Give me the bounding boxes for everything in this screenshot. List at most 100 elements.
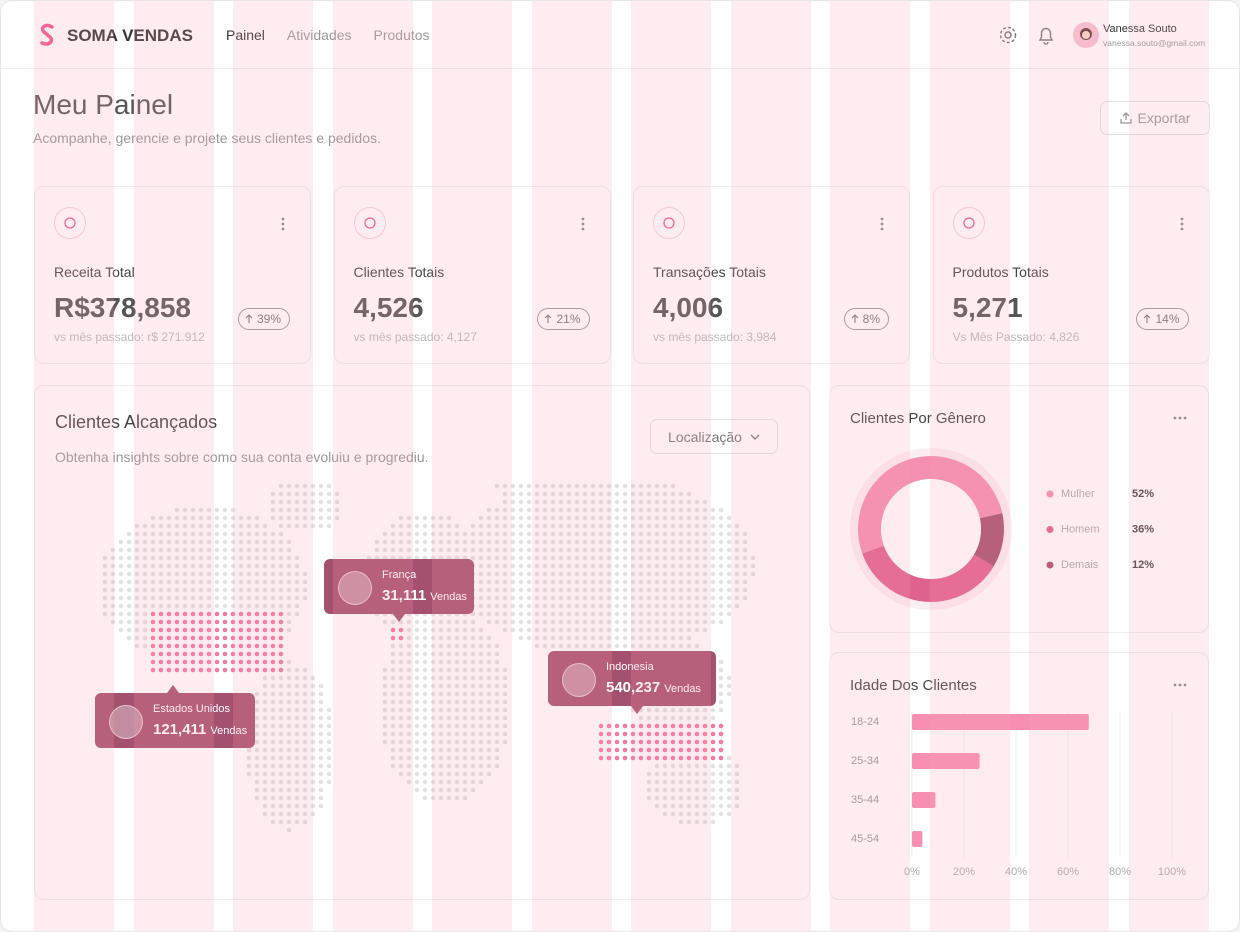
- map-dot: [222, 659, 228, 665]
- map-dot: [198, 571, 204, 577]
- change-pill: 39%: [237, 308, 290, 330]
- map-dot: [286, 667, 292, 673]
- map-dot: [558, 483, 564, 489]
- map-dot: [574, 635, 580, 641]
- settings-icon[interactable]: [998, 25, 1018, 45]
- map-dot: [318, 739, 324, 745]
- map-dot: [422, 667, 428, 673]
- map-dot: [702, 555, 708, 561]
- map-dot: [686, 819, 692, 825]
- menu-dot: [1180, 222, 1183, 226]
- map-dot: [414, 659, 420, 665]
- map-dot: [454, 723, 460, 729]
- icon-bg: [653, 207, 685, 239]
- map-dot: [694, 547, 700, 553]
- map-dot: [230, 651, 236, 657]
- map-dot: [262, 683, 268, 689]
- nav-link[interactable]: Painel: [226, 27, 265, 43]
- map-dot: [590, 483, 596, 489]
- map-dot: [494, 547, 500, 553]
- map-dot: [254, 539, 260, 545]
- nav-link[interactable]: Atividades: [286, 27, 352, 43]
- map-dot: [670, 731, 676, 737]
- map-dot: [158, 579, 164, 585]
- map-dot: [590, 523, 596, 529]
- map-marker[interactable]: Estados Unidos 121,411 Vendas: [95, 685, 255, 748]
- map-dot: [694, 563, 700, 569]
- map-dot: [246, 531, 252, 537]
- avatar[interactable]: [1073, 22, 1099, 48]
- map-dot: [246, 643, 252, 649]
- map-dot: [430, 627, 436, 633]
- map-dot: [150, 571, 156, 577]
- map-dot: [326, 491, 332, 497]
- map-dot: [254, 563, 260, 569]
- map-dot: [286, 779, 292, 785]
- map-dot: [294, 563, 300, 569]
- map-dot: [286, 787, 292, 793]
- map-dot: [598, 539, 604, 545]
- map-dot: [518, 555, 524, 561]
- map-dot: [662, 555, 668, 561]
- map-dot: [254, 755, 260, 761]
- map-dot: [486, 619, 492, 625]
- map-dot: [246, 595, 252, 601]
- map-dot: [478, 675, 484, 681]
- map-dot: [646, 619, 652, 625]
- map-marker[interactable]: Indonesia 540,237 Vendas: [548, 651, 716, 714]
- map-dot: [686, 547, 692, 553]
- map-dot: [318, 747, 324, 753]
- map-dot: [646, 507, 652, 513]
- map-dot: [622, 483, 628, 489]
- map-dot: [654, 771, 660, 777]
- brand: SOMA VENDAS: [67, 26, 193, 45]
- map-dot: [294, 587, 300, 593]
- flag-icon: [338, 571, 372, 605]
- nav-link[interactable]: Produtos: [373, 27, 430, 43]
- export-icon: [1119, 112, 1132, 124]
- map-dot: [190, 667, 196, 673]
- map-dot: [286, 611, 292, 617]
- map-dot: [286, 755, 292, 761]
- panel-menu[interactable]: [1173, 683, 1187, 687]
- location-dropdown[interactable]: Localização: [650, 419, 778, 454]
- card-menu[interactable]: [879, 217, 885, 231]
- map-dot: [422, 651, 428, 657]
- card-value: 4,006: [653, 292, 724, 323]
- map-dot: [286, 595, 292, 601]
- map-dot: [494, 539, 500, 545]
- map-dot: [174, 643, 180, 649]
- map-dot: [694, 603, 700, 609]
- map-dot: [438, 699, 444, 705]
- map-dot: [678, 523, 684, 529]
- map-dot: [654, 595, 660, 601]
- export-button[interactable]: Exportar: [1100, 101, 1210, 135]
- map-dot: [550, 499, 556, 505]
- map-dot: [590, 635, 596, 641]
- map-dot: [230, 619, 236, 625]
- map-subtitle: Obtenha insights sobre como sua conta ev…: [55, 449, 429, 465]
- map-marker[interactable]: França 31,111 Vendas: [324, 559, 474, 622]
- map-dot: [134, 539, 140, 545]
- map-dot: [606, 523, 612, 529]
- map-dot: [254, 611, 260, 617]
- map-dot: [286, 587, 292, 593]
- map-dot: [630, 515, 636, 521]
- card-menu[interactable]: [580, 217, 586, 231]
- map-dot: [574, 523, 580, 529]
- map-dot: [646, 635, 652, 641]
- panel-menu[interactable]: [1173, 416, 1187, 420]
- notification-icon[interactable]: [1037, 25, 1055, 45]
- map-dot: [534, 531, 540, 537]
- map-dot: [566, 595, 572, 601]
- card-menu[interactable]: [1179, 217, 1185, 231]
- card-menu[interactable]: [280, 217, 286, 231]
- map-dot: [710, 539, 716, 545]
- map-dot: [630, 731, 636, 737]
- map-dot: [734, 579, 740, 585]
- map-dot: [646, 787, 652, 793]
- map-dot: [686, 563, 692, 569]
- map-dot: [214, 531, 220, 537]
- map-dot: [102, 571, 108, 577]
